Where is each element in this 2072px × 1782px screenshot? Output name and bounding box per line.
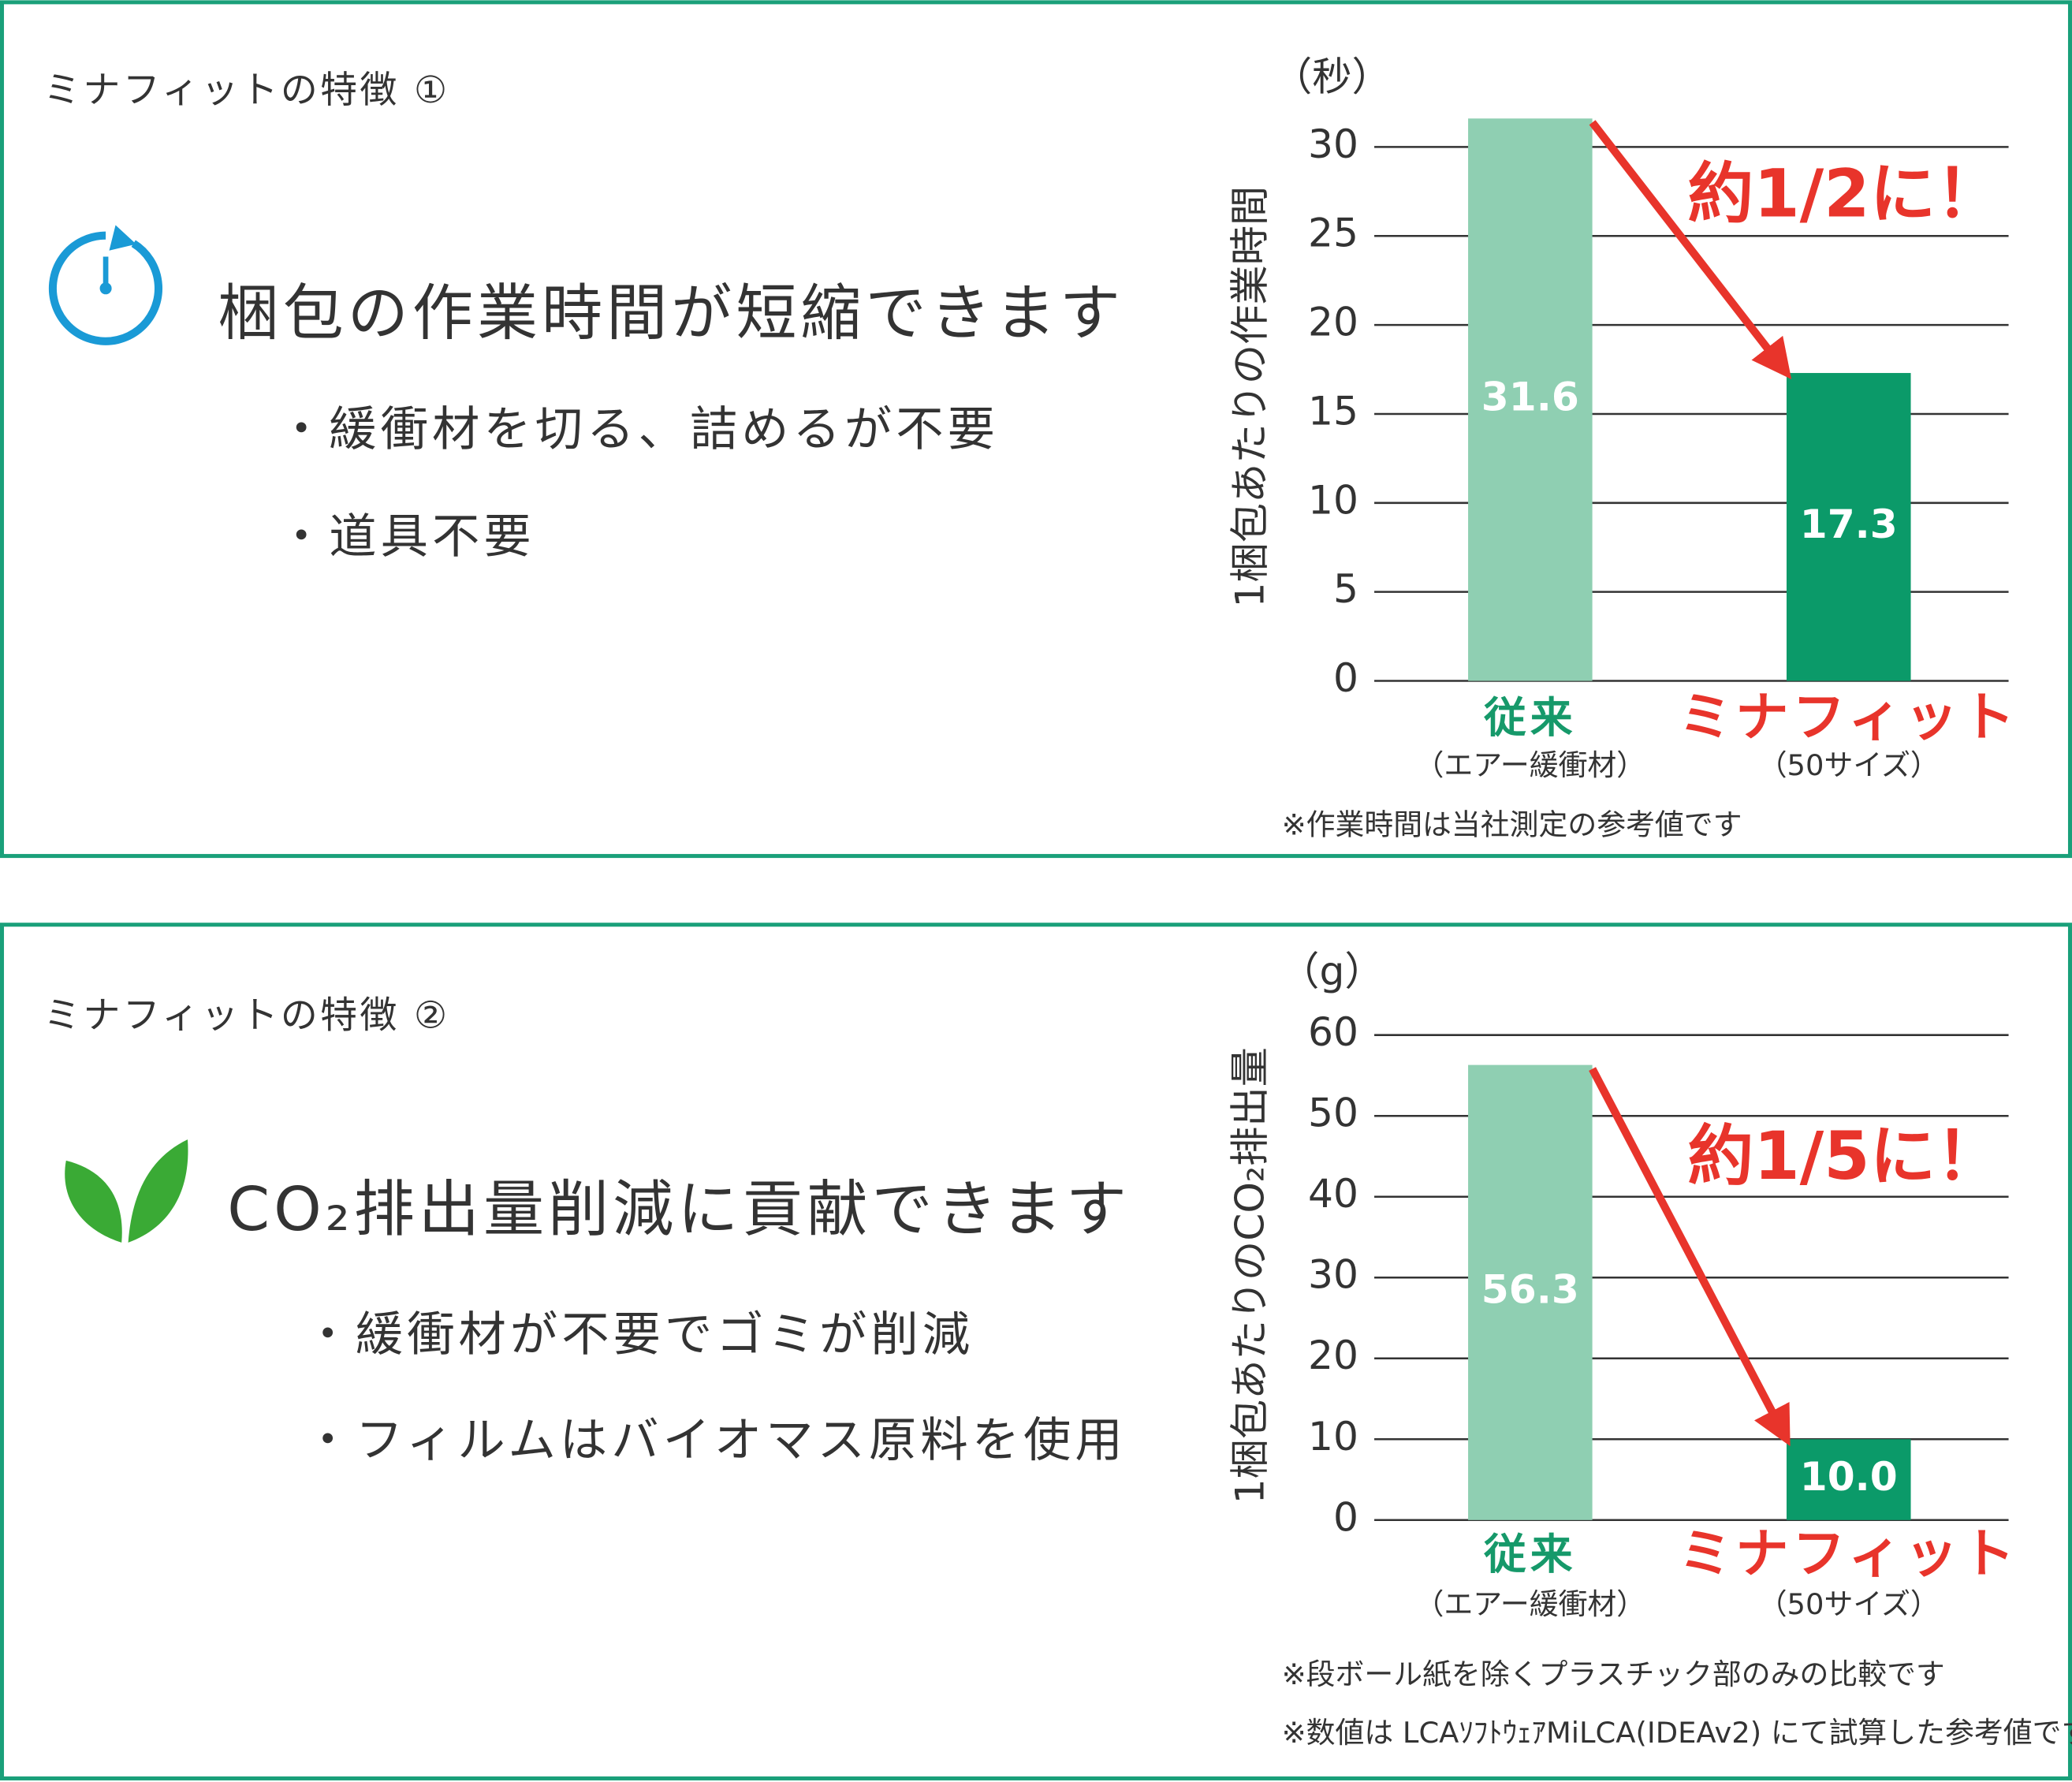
value-label: 56.3 — [1481, 1266, 1579, 1313]
bar — [1786, 373, 1911, 681]
leaf-icon — [65, 1139, 188, 1243]
chart-note: ※段ボール紙を除くプラスチック部のみの比較です — [1282, 1657, 1945, 1691]
bar — [1468, 1064, 1593, 1520]
feature-label: ミナフィットの特徴 ① — [43, 69, 449, 112]
feature-bullet: ・緩衝材が不要でゴミが削減 — [304, 1307, 974, 1363]
y-tick-label: 20 — [1308, 299, 1358, 345]
annotation: 約1/5に！ — [1688, 1117, 2003, 1195]
category-note: （50サイズ） — [1758, 1587, 1940, 1621]
value-label: 31.6 — [1481, 373, 1579, 419]
feature-bullet: ・緩衝材を切る、詰めるが不要 — [278, 402, 999, 457]
feature-label: ミナフィットの特徴 ② — [43, 994, 449, 1037]
category-label: ミナフィット — [1679, 1523, 2018, 1584]
value-label: 17.3 — [1800, 501, 1898, 547]
feature-bullet: ・フィルムはバイオマス原料を使用 — [304, 1413, 1126, 1468]
clock-icon — [48, 225, 163, 345]
panel-frame — [0, 923, 2072, 1780]
feature-heading: CO₂排出量削減に貢献できます — [227, 1174, 1131, 1245]
y-tick-label: 30 — [1308, 121, 1358, 167]
category-note: （エアー緩衝材） — [1414, 1587, 1645, 1621]
y-tick-label: 40 — [1308, 1170, 1358, 1217]
trend-arrow — [1589, 120, 1792, 379]
panel-frame — [0, 0, 2072, 859]
feature-heading: 梱包の作業時間が短縮できます — [218, 278, 1125, 349]
y-tick-label: 50 — [1308, 1090, 1358, 1136]
category-label: 従来 — [1483, 1529, 1576, 1579]
y-axis-label: 1梱包あたりのCO₂排出量 — [1226, 1047, 1273, 1504]
category-label: 従来 — [1483, 692, 1576, 742]
feature-bullet: ・道具不要 — [278, 509, 535, 565]
category-note: （エアー緩衝材） — [1414, 748, 1645, 782]
y-tick-label: 5 — [1333, 565, 1358, 612]
chart-note: ※数値は LCAｿﾌﾄｳｪｱMiLCA(IDEAv2) にて試算した参考値です — [1282, 1716, 2072, 1750]
y-tick-label: 60 — [1308, 1008, 1358, 1055]
bar — [1468, 118, 1593, 681]
y-tick-label: 10 — [1308, 1413, 1358, 1460]
y-tick-label: 15 — [1308, 387, 1358, 434]
chart-note: ※作業時間は当社測定の参考値です — [1282, 807, 1742, 841]
bar — [1786, 1439, 1911, 1520]
y-tick-label: 0 — [1333, 654, 1358, 701]
y-unit: （秒） — [1273, 53, 1392, 99]
y-unit: （g） — [1280, 948, 1384, 994]
category-note: （50サイズ） — [1758, 748, 1940, 782]
y-tick-label: 30 — [1308, 1251, 1358, 1298]
y-tick-label: 10 — [1308, 476, 1358, 523]
value-label: 10.0 — [1800, 1453, 1898, 1500]
y-axis-label: 1梱包あたりの作業時間 — [1226, 186, 1273, 608]
y-tick-label: 0 — [1333, 1493, 1358, 1540]
y-tick-label: 25 — [1308, 210, 1358, 256]
trend-arrow — [1589, 1067, 1791, 1447]
category-label: ミナフィット — [1679, 686, 2018, 747]
annotation: 約1/2に！ — [1688, 155, 2003, 233]
y-tick-label: 20 — [1308, 1332, 1358, 1378]
